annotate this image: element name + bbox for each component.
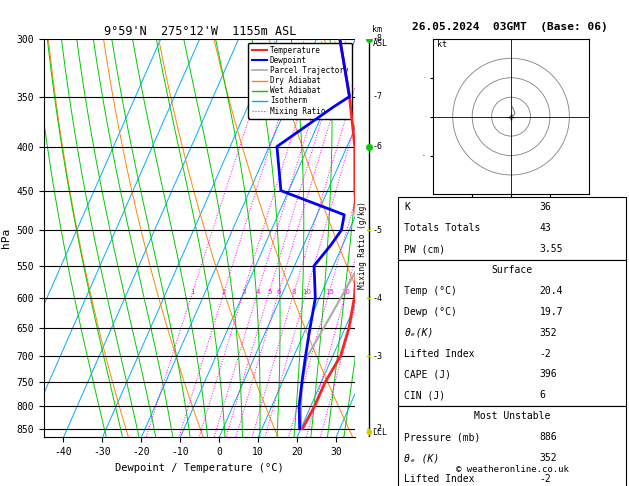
Text: Mixing Ratio (g/kg): Mixing Ratio (g/kg)	[359, 201, 367, 289]
Text: Temp (°C): Temp (°C)	[404, 286, 457, 296]
Text: -2: -2	[540, 348, 552, 359]
Text: 3.55: 3.55	[540, 244, 563, 254]
Text: 20: 20	[342, 289, 350, 295]
Y-axis label: hPa: hPa	[1, 228, 11, 248]
Text: -6: -6	[372, 142, 382, 151]
Text: 15: 15	[325, 289, 333, 295]
Text: LCL: LCL	[372, 428, 387, 437]
Text: K: K	[404, 202, 410, 212]
Text: -7: -7	[372, 92, 382, 101]
Text: -3: -3	[372, 351, 382, 361]
Text: 6: 6	[540, 390, 545, 400]
Text: 396: 396	[540, 369, 557, 380]
Text: CIN (J): CIN (J)	[404, 390, 445, 400]
Text: © weatheronline.co.uk: © weatheronline.co.uk	[456, 465, 569, 474]
Text: Surface: Surface	[491, 265, 533, 275]
Text: Pressure (mb): Pressure (mb)	[404, 432, 481, 442]
Text: 4: 4	[255, 289, 260, 295]
Text: Totals Totals: Totals Totals	[404, 223, 481, 233]
X-axis label: Dewpoint / Temperature (°C): Dewpoint / Temperature (°C)	[115, 463, 284, 473]
Text: 10: 10	[302, 289, 311, 295]
Text: Most Unstable: Most Unstable	[474, 411, 550, 421]
Text: -2: -2	[372, 424, 382, 433]
Text: 8: 8	[292, 289, 296, 295]
Text: 19.7: 19.7	[540, 307, 563, 317]
Text: PW (cm): PW (cm)	[404, 244, 445, 254]
Text: 2: 2	[222, 289, 226, 295]
Text: kt: kt	[437, 40, 447, 49]
Text: Lifted Index: Lifted Index	[404, 348, 475, 359]
Text: ASL: ASL	[372, 39, 387, 48]
Text: 352: 352	[540, 328, 557, 338]
Text: -5: -5	[372, 226, 382, 235]
Text: CAPE (J): CAPE (J)	[404, 369, 452, 380]
Text: θₑ (K): θₑ (K)	[404, 453, 440, 463]
Text: 6: 6	[277, 289, 281, 295]
Text: Dewp (°C): Dewp (°C)	[404, 307, 457, 317]
Text: 43: 43	[540, 223, 552, 233]
Text: 1: 1	[191, 289, 195, 295]
Text: 36: 36	[540, 202, 552, 212]
Text: Lifted Index: Lifted Index	[404, 474, 475, 484]
Text: -8: -8	[372, 35, 382, 43]
Legend: Temperature, Dewpoint, Parcel Trajectory, Dry Adiabat, Wet Adiabat, Isotherm, Mi: Temperature, Dewpoint, Parcel Trajectory…	[248, 43, 352, 119]
Text: 5: 5	[267, 289, 271, 295]
Text: 26.05.2024  03GMT  (Base: 06): 26.05.2024 03GMT (Base: 06)	[411, 22, 608, 32]
Text: 352: 352	[540, 453, 557, 463]
Text: θₑ(K): θₑ(K)	[404, 328, 434, 338]
Text: -2: -2	[540, 474, 552, 484]
Text: 886: 886	[540, 432, 557, 442]
Title: 9°59'N  275°12'W  1155m ASL: 9°59'N 275°12'W 1155m ASL	[104, 25, 296, 38]
Text: 3: 3	[242, 289, 246, 295]
Text: 20.4: 20.4	[540, 286, 563, 296]
Text: km: km	[372, 25, 382, 34]
Text: -4: -4	[372, 294, 382, 303]
